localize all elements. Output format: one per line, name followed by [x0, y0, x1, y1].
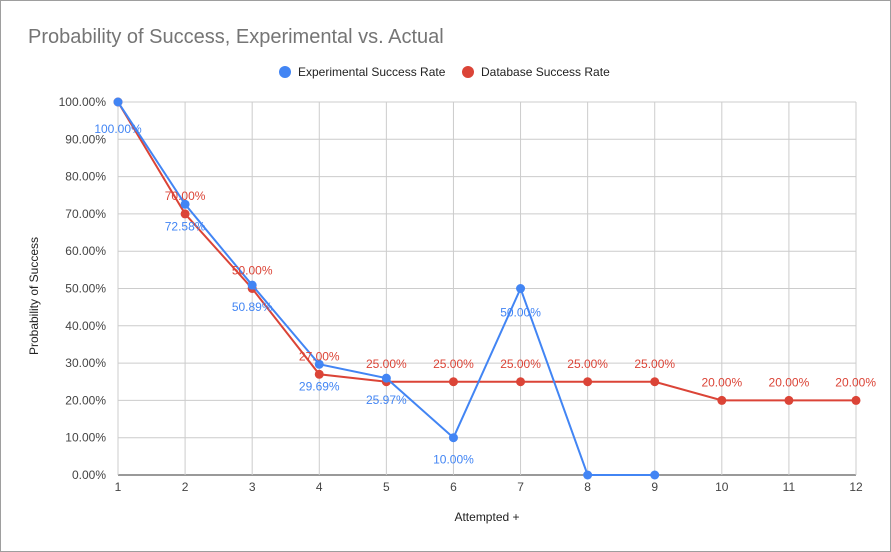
- x-tick-label: 1: [115, 480, 122, 494]
- data-point: [717, 395, 727, 405]
- x-tick-label: 12: [849, 480, 863, 494]
- data-label: 20.00%: [835, 375, 876, 389]
- y-tick-label: 40.00%: [65, 319, 106, 333]
- x-axis-title: Attempted +: [454, 510, 519, 524]
- x-tick-label: 4: [316, 480, 323, 494]
- data-point: [381, 373, 391, 383]
- legend-marker: [279, 66, 291, 78]
- data-point: [247, 280, 257, 290]
- y-tick-label: 90.00%: [65, 132, 106, 146]
- data-point: [583, 377, 593, 387]
- y-tick-label: 100.00%: [59, 95, 107, 109]
- data-label: 50.00%: [500, 306, 541, 320]
- y-tick-label: 70.00%: [65, 207, 106, 221]
- y-tick-label: 30.00%: [65, 356, 106, 370]
- data-point: [784, 395, 794, 405]
- legend-label: Database Success Rate: [481, 65, 610, 79]
- data-point: [180, 209, 190, 219]
- chart-title: Probability of Success, Experimental vs.…: [28, 26, 444, 48]
- data-point: [516, 284, 526, 293]
- data-label: 72.58%: [165, 219, 206, 233]
- data-point: [113, 97, 123, 107]
- data-point: [314, 369, 324, 379]
- data-label: 50.00%: [232, 264, 273, 278]
- data-label: 20.00%: [769, 375, 810, 389]
- y-axis-title: Probability of Success: [27, 237, 41, 355]
- data-label: 25.00%: [634, 357, 675, 371]
- x-tick-label: 2: [182, 480, 189, 494]
- data-point: [448, 377, 458, 387]
- data-label: 20.00%: [701, 375, 742, 389]
- data-label: 29.69%: [299, 379, 340, 393]
- x-tick-label: 8: [584, 480, 591, 494]
- data-label: 25.00%: [433, 357, 474, 371]
- x-tick-label: 9: [651, 480, 658, 494]
- x-tick-label: 5: [383, 480, 390, 494]
- legend-marker: [462, 66, 474, 78]
- legend-label: Experimental Success Rate: [298, 65, 446, 79]
- data-point: [448, 433, 458, 443]
- x-tick-label: 10: [715, 480, 729, 494]
- data-label: 10.00%: [433, 453, 474, 467]
- data-label: 70.00%: [165, 189, 206, 203]
- y-tick-label: 50.00%: [65, 282, 106, 296]
- data-label: 50.89%: [232, 300, 273, 314]
- data-point: [314, 359, 324, 369]
- x-tick-label: 3: [249, 480, 256, 494]
- series-line: [117, 101, 856, 402]
- data-label: 25.00%: [500, 357, 541, 371]
- x-tick-label: 7: [517, 480, 524, 494]
- data-point: [583, 470, 593, 480]
- y-tick-label: 20.00%: [65, 393, 106, 407]
- data-label: 25.00%: [567, 357, 608, 371]
- y-tick-label: 80.00%: [65, 170, 106, 184]
- y-tick-label: 10.00%: [65, 431, 106, 445]
- data-point: [516, 377, 526, 387]
- data-label: 25.00%: [366, 357, 407, 371]
- y-tick-label: 60.00%: [65, 244, 106, 258]
- data-point: [650, 470, 660, 480]
- x-tick-label: 6: [450, 480, 457, 494]
- y-tick-label: 0.00%: [72, 468, 106, 482]
- data-point: [650, 377, 660, 387]
- x-tick-label: 11: [783, 480, 796, 494]
- data-point: [180, 199, 190, 209]
- data-label: 100.00%: [94, 122, 142, 136]
- data-label: 25.97%: [366, 393, 407, 407]
- data-point: [851, 395, 861, 405]
- data-label: 27.00%: [299, 349, 340, 363]
